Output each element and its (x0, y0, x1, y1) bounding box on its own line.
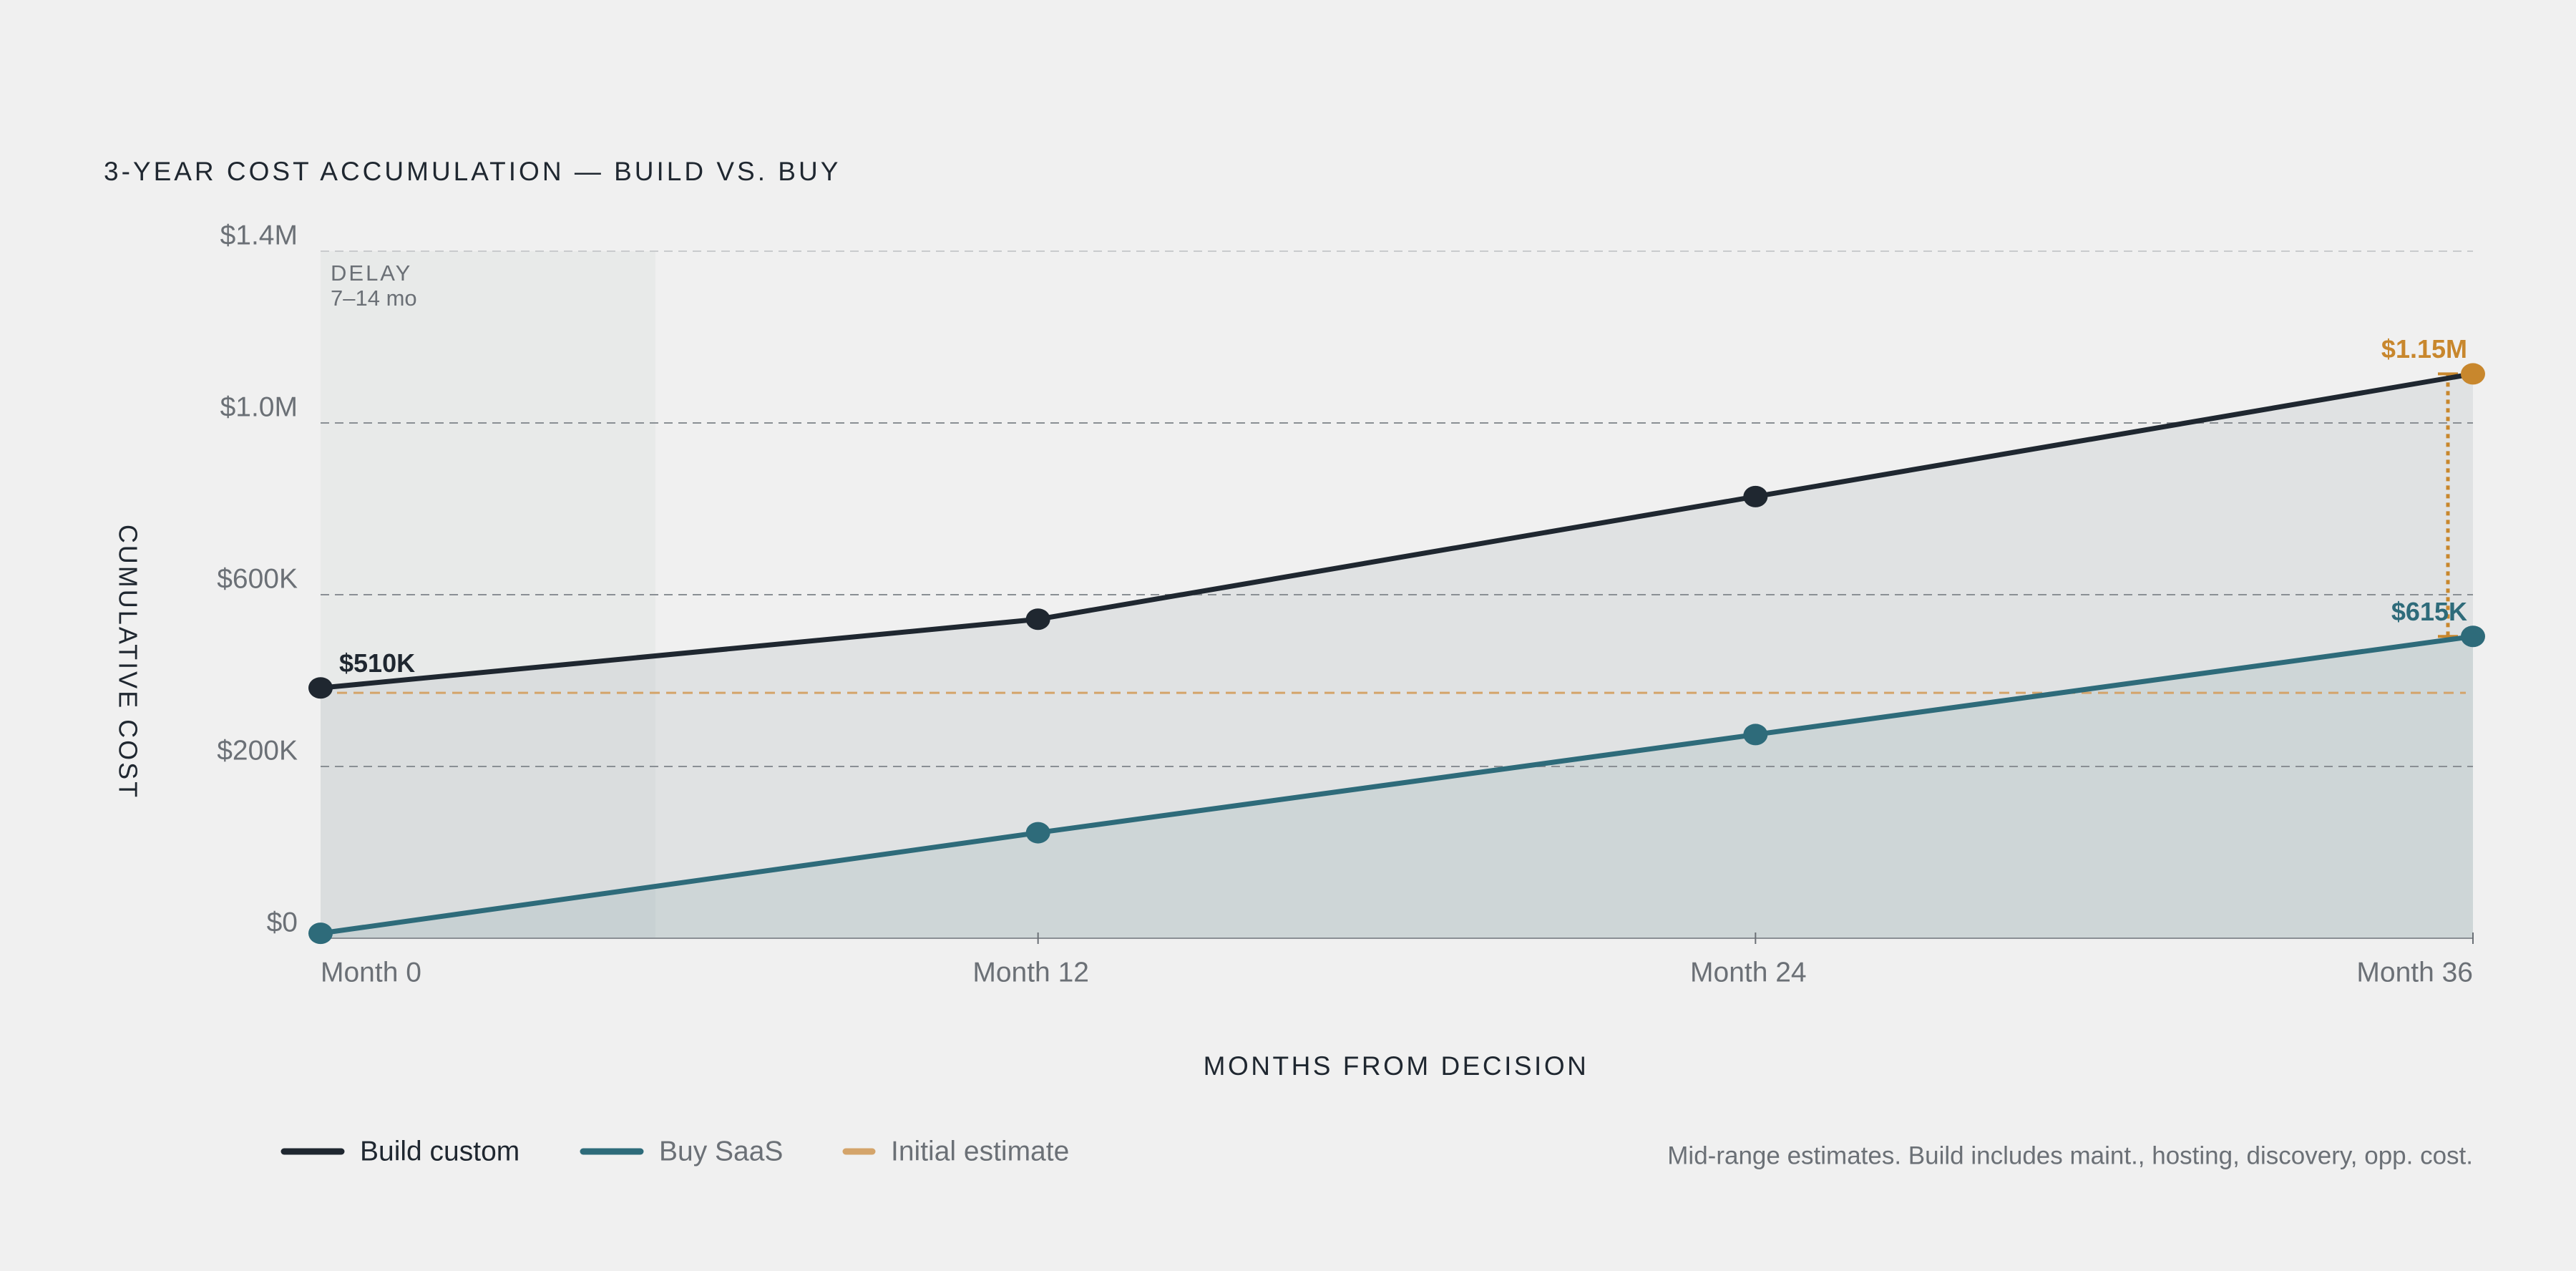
marker (2461, 625, 2485, 648)
marker (1025, 822, 1050, 844)
footnote: Mid-range estimates. Build includes main… (1667, 1141, 2473, 1169)
delay-sublabel: 7–14 mo (331, 286, 417, 311)
y-tick-label: $0 (267, 907, 298, 938)
marker (2461, 363, 2485, 385)
marker (1743, 724, 1768, 746)
y-tick-label: $200K (217, 735, 298, 766)
legend-label: Buy SaaS (659, 1136, 783, 1167)
marker (1743, 485, 1768, 507)
x-tick-label: Month 36 (2356, 957, 2473, 988)
x-tick-label: Month 0 (321, 957, 421, 988)
chart-title: 3-YEAR COST ACCUMULATION — BUILD VS. BUY (104, 157, 841, 186)
marker (308, 922, 333, 945)
value-label: $615K (2391, 597, 2467, 626)
legend-label: Build custom (360, 1136, 519, 1167)
y-axis-label: CUMULATIVE COST (113, 525, 142, 799)
delay-label: DELAY (331, 260, 412, 286)
marker (308, 677, 333, 699)
y-tick-label: $1.0M (220, 391, 298, 422)
marker (1025, 608, 1050, 630)
value-label: $510K (339, 648, 415, 678)
y-tick-label: $1.4M (220, 220, 298, 250)
series-line (320, 633, 2474, 936)
legend-label: Initial estimate (891, 1136, 1069, 1167)
series-line (320, 371, 2474, 691)
value-label: $1.15M (2381, 334, 2467, 364)
x-tick-label: Month 12 (972, 957, 1089, 988)
y-tick-label: $600K (217, 563, 298, 594)
x-tick-label: Month 24 (1690, 957, 1807, 988)
area (321, 374, 2473, 938)
x-axis-label: MONTHS FROM DECISION (1204, 1051, 1589, 1081)
